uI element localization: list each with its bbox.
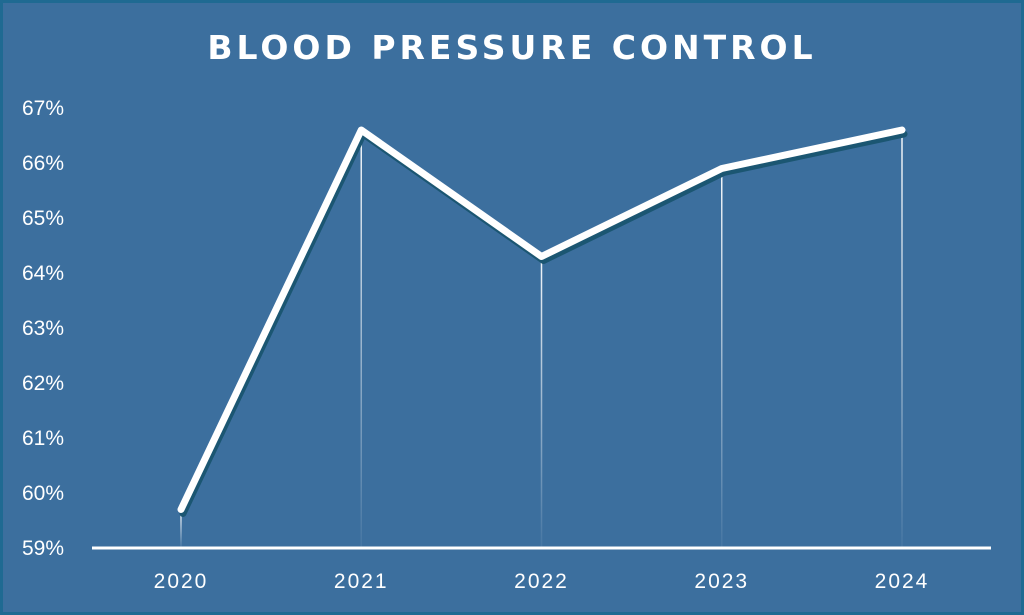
- y-tick-label: 65%: [22, 207, 64, 230]
- y-tick-label: 61%: [22, 427, 64, 450]
- y-tick-label: 66%: [22, 152, 64, 175]
- x-tick-label: 2023: [694, 570, 749, 593]
- x-tick-label: 2021: [334, 570, 389, 593]
- y-tick-label: 64%: [22, 262, 64, 285]
- y-tick-label: 63%: [22, 317, 64, 340]
- chart-title: BLOOD PRESSURE CONTROL: [207, 28, 817, 67]
- y-tick-label: 67%: [22, 97, 64, 120]
- chart-background: [3, 3, 1021, 612]
- x-tick-label: 2020: [154, 570, 209, 593]
- y-tick-label: 62%: [22, 372, 64, 395]
- y-tick-label: 60%: [22, 482, 64, 505]
- series-line-shadow: [179, 130, 908, 517]
- x-tick-label: 2024: [875, 570, 930, 593]
- y-tick-label: 59%: [22, 537, 64, 560]
- series-line: [177, 126, 906, 513]
- x-tick-label: 2022: [514, 570, 569, 593]
